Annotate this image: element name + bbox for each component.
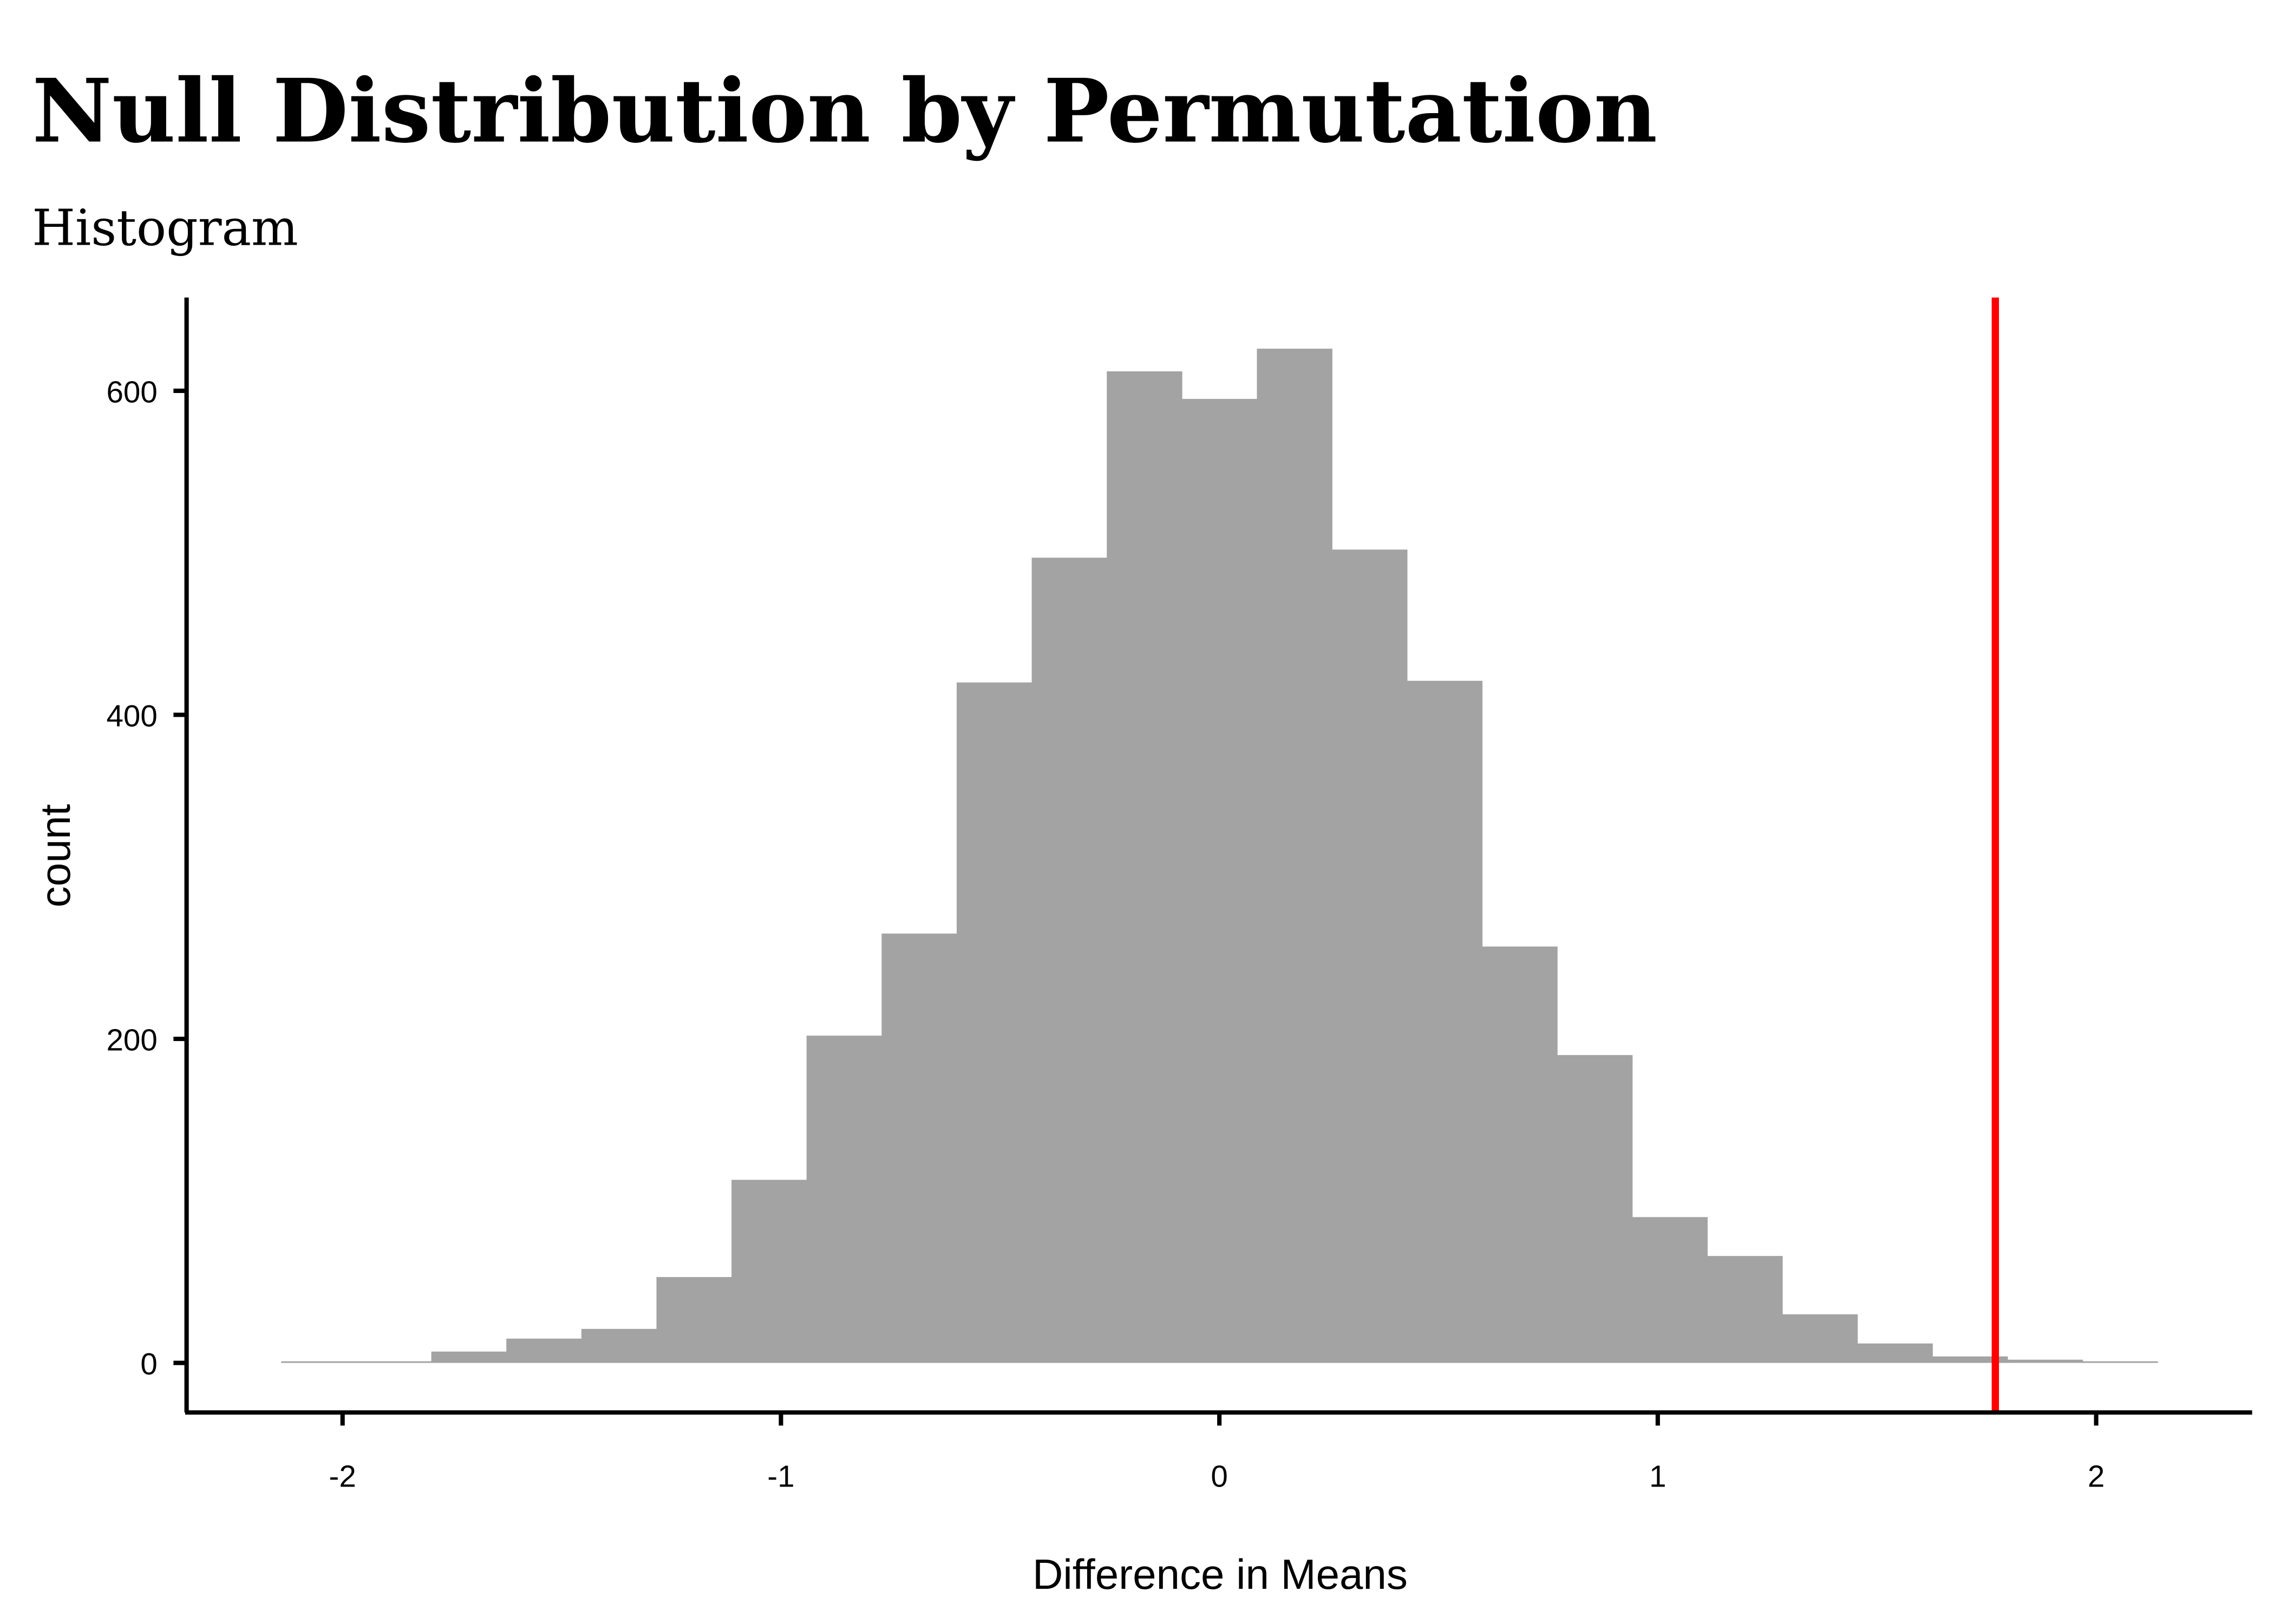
histogram-bar [1782, 1314, 1858, 1363]
histogram-bars [281, 349, 2158, 1363]
histogram-bar [1482, 946, 1558, 1363]
x-tick-label: 2 [2088, 1459, 2105, 1494]
histogram-bar [506, 1338, 582, 1363]
histogram-bar [1107, 371, 1182, 1363]
histogram-bar [1257, 349, 1332, 1363]
histogram-bar [806, 1036, 883, 1363]
x-ticks: -2 -1 0 1 2 [329, 1412, 2105, 1494]
histogram-bar [2007, 1359, 2083, 1363]
histogram-bar [1407, 680, 1483, 1363]
y-tick-label: 400 [106, 699, 157, 733]
histogram-bar [581, 1328, 657, 1363]
histogram-bar [1332, 549, 1408, 1363]
x-tick-label: -1 [767, 1459, 794, 1494]
y-tick-label: 0 [140, 1347, 157, 1381]
histogram-bar [956, 682, 1033, 1363]
y-tick-label: 200 [106, 1023, 157, 1057]
histogram-bar [881, 933, 957, 1363]
histogram-bar [1632, 1217, 1708, 1363]
y-ticks: 0 200 400 600 [106, 375, 187, 1381]
histogram-bar [431, 1351, 507, 1363]
y-axis-label: count [31, 804, 79, 907]
histogram-bar [656, 1277, 732, 1363]
x-tick-label: 0 [1211, 1459, 1227, 1494]
histogram-bar [1932, 1356, 2008, 1363]
histogram-bar [1181, 398, 1258, 1363]
histogram-bar [1707, 1256, 1783, 1363]
histogram-bar [2082, 1361, 2158, 1363]
x-axis-label: Difference in Means [1033, 1550, 1408, 1598]
y-tick-label: 600 [106, 375, 157, 409]
chart-subtitle: Histogram [32, 199, 298, 257]
histogram-bar [1557, 1055, 1633, 1363]
histogram-bar [731, 1180, 807, 1363]
x-tick-label: -2 [329, 1459, 356, 1494]
chart-title: Null Distribution by Permutation [32, 60, 1657, 163]
x-tick-label: 1 [1649, 1459, 1666, 1494]
histogram-bar [1031, 558, 1107, 1363]
histogram-bar [1857, 1343, 1933, 1363]
histogram-bar [356, 1361, 432, 1363]
histogram-bar [281, 1361, 357, 1363]
